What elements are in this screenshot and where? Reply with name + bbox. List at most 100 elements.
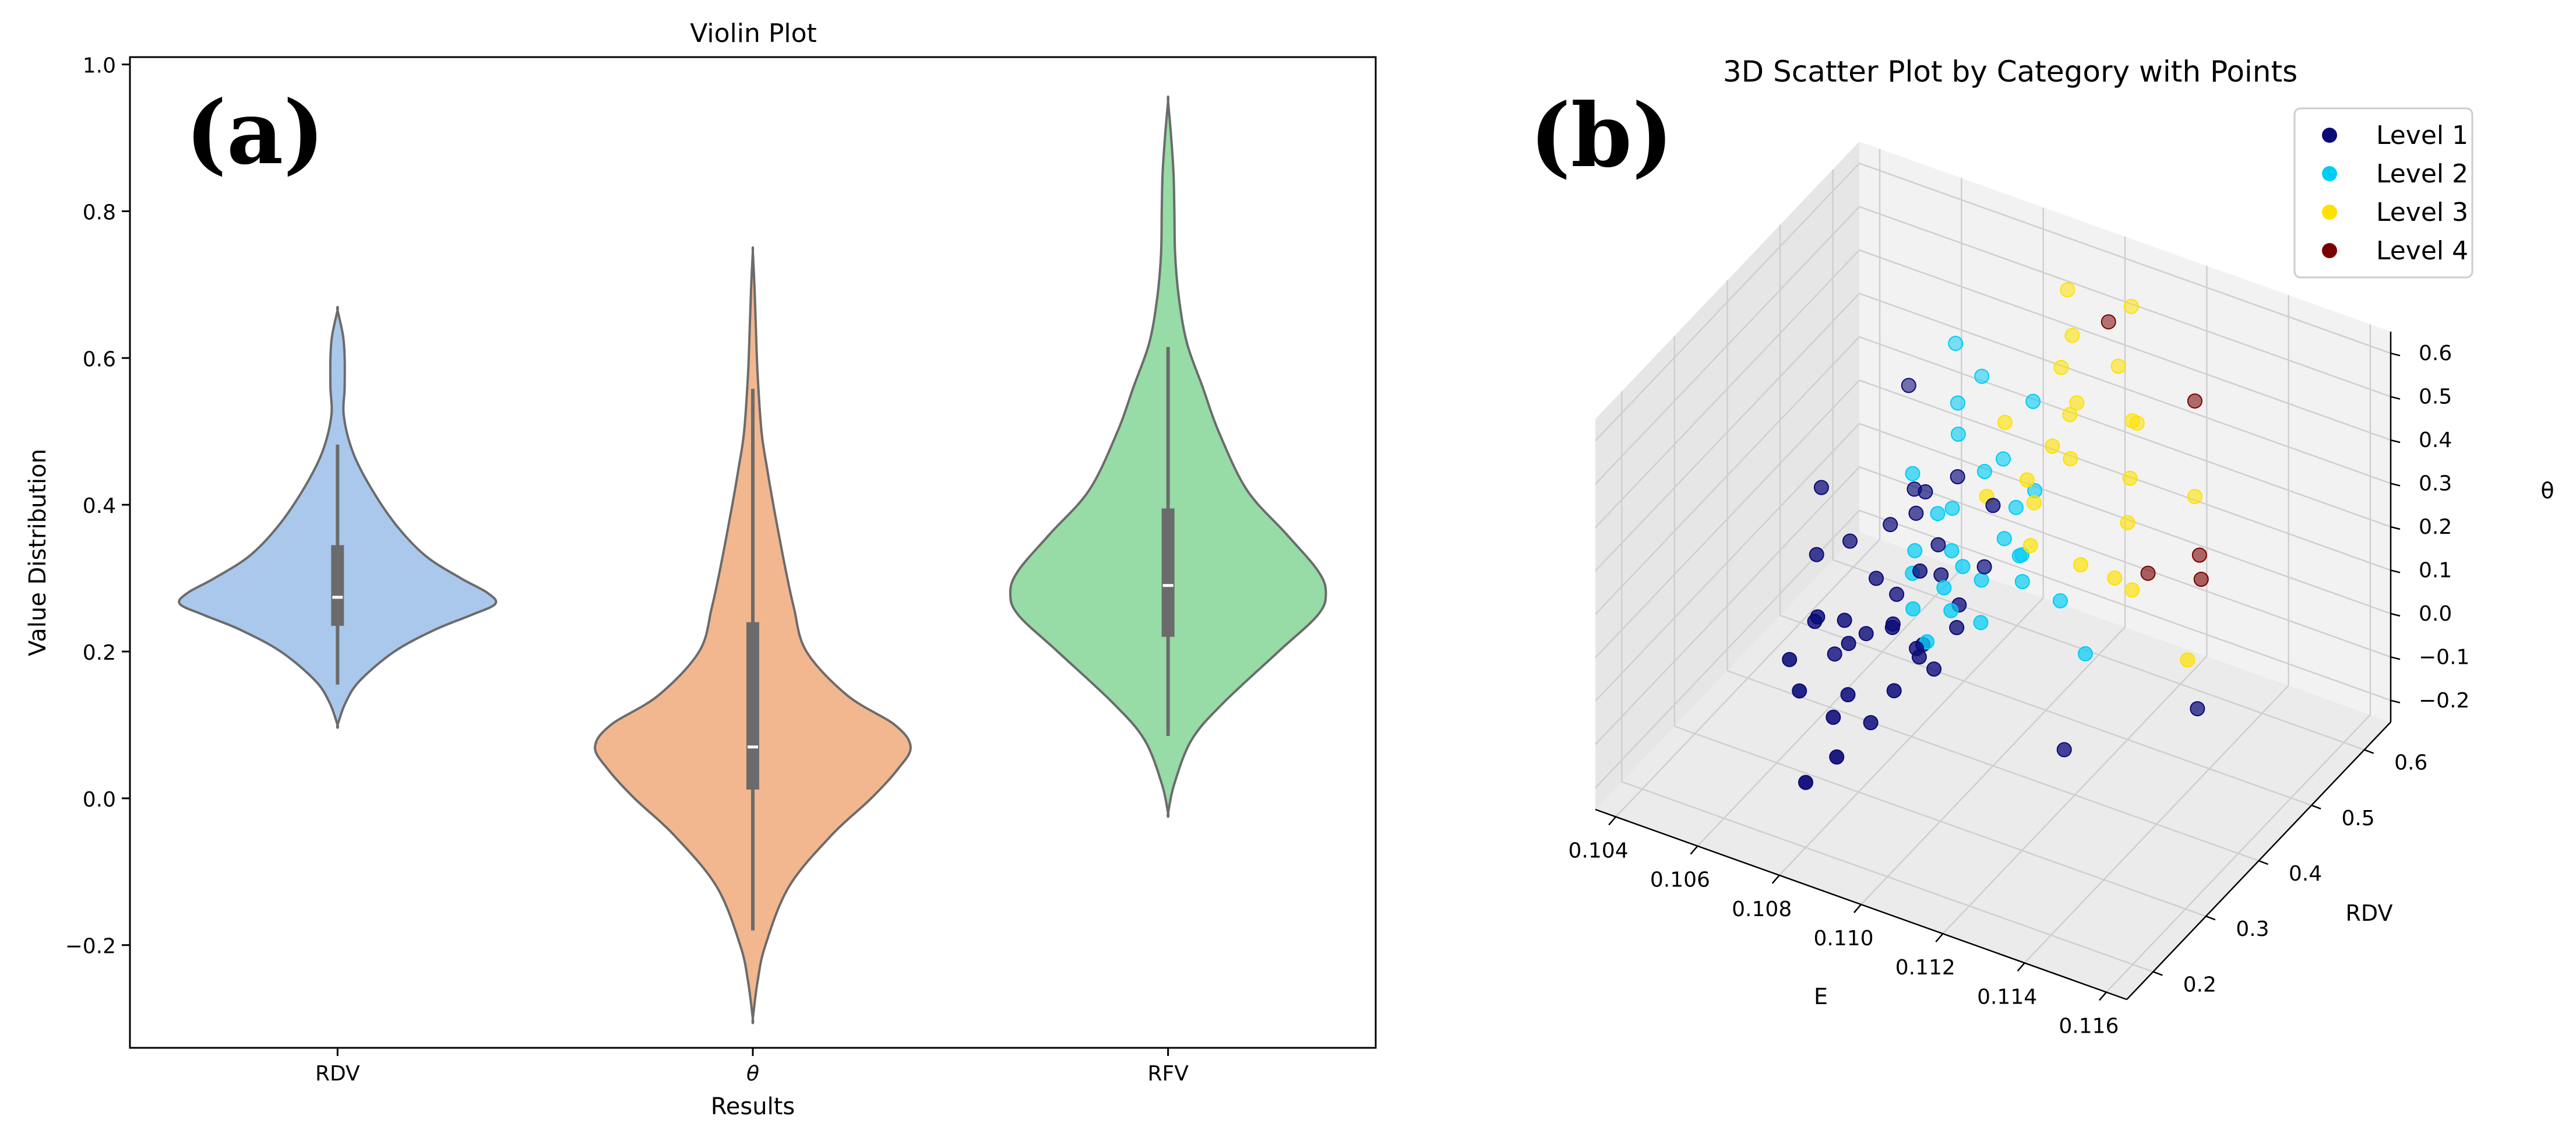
scatter-point-level-3: [2062, 407, 2078, 423]
z-tick-label: −0.1: [2419, 645, 2469, 669]
scatter-point-level-1: [1809, 547, 1824, 562]
scatter-point-level-3: [2069, 395, 2085, 411]
scatter3d-tick-labels: 0.104 0.106 0.108 0.110 0.112 0.114 0.116 0.2 0.…: [1569, 342, 2470, 1038]
x-tick-label: 0.108: [1732, 897, 1792, 921]
z-tick: [2390, 353, 2401, 357]
scatter-point-level-4: [2140, 565, 2156, 581]
scatter-point-level-1: [2190, 701, 2205, 717]
scatter-point-level-3: [2110, 358, 2126, 374]
grid-line: [1595, 423, 1860, 702]
scatter-point-level-1: [1782, 652, 1798, 667]
scatter-point-level-1: [1829, 749, 1845, 765]
z-tick-label: 0.2: [2419, 515, 2452, 539]
scatter-point-level-1: [1798, 775, 1813, 790]
scatter-point-level-2: [1950, 427, 1966, 442]
x-tick: [1771, 875, 1780, 884]
scatter-point-level-1: [1841, 636, 1856, 652]
scatter-point-level-3: [2073, 557, 2088, 572]
panel-b-label: (b): [1530, 85, 1673, 187]
violin-y-tick-label: 0.8: [83, 200, 116, 224]
scatter-point-level-1: [1842, 533, 1858, 549]
x-tick: [1853, 904, 1862, 913]
scatter3d-y-axis-label: RDV: [2346, 900, 2393, 926]
x-tick-label: 0.112: [1895, 956, 1955, 980]
scatter-point-level-2: [2053, 593, 2068, 608]
violin-title: Violin Plot: [690, 19, 817, 48]
z-tick-label: 0.6: [2419, 342, 2452, 365]
z-tick: [2390, 612, 2401, 617]
legend-label: Level 1: [2376, 121, 2468, 150]
scatter3d-chart: 3D Scatter Plot by Category with Points …: [1530, 55, 2554, 1038]
legend-marker: [2322, 243, 2337, 258]
scatter-point-level-1: [1976, 559, 1992, 575]
violin-iqr-box: [1161, 508, 1175, 637]
violin-y-tick-label: 1.0: [83, 54, 116, 78]
scatter-point-level-1: [1792, 683, 1807, 699]
x-tick-label: 0.110: [1813, 927, 1873, 951]
scatter-point-level-3: [2124, 413, 2140, 429]
scatter-point-level-1: [1810, 609, 1826, 625]
scatter-point-level-1: [1884, 619, 1900, 635]
y-tick: [2258, 860, 2268, 865]
y-tick-label: 0.5: [2341, 807, 2374, 830]
violin-x-axis: RDV θ RFV: [315, 1048, 1189, 1086]
x-tick: [2017, 962, 2025, 972]
scatter-point-level-3: [2120, 515, 2135, 530]
scatter-point-level-2: [1948, 336, 1964, 351]
grid-line: [1595, 379, 1860, 659]
grid-line: [1595, 293, 1860, 572]
legend-label: Level 3: [2376, 198, 2468, 227]
scatter-point-level-3: [2060, 282, 2075, 298]
legend-marker: [2322, 205, 2337, 220]
scatter-point-level-2: [1950, 395, 1965, 411]
violin-x-tick-label: θ: [746, 1062, 759, 1086]
scatter-point-level-1: [1911, 649, 1927, 665]
scatter-point-level-2: [2008, 499, 2024, 515]
scatter3d-title: 3D Scatter Plot by Category with Points: [1723, 55, 2297, 89]
z-tick-label: 0.0: [2419, 602, 2452, 626]
scatter-point-level-4: [2187, 393, 2203, 409]
scatter-point-level-1: [1827, 646, 1842, 662]
scatter-point-level-2: [1974, 572, 1989, 588]
grid-line: [1595, 206, 1860, 485]
scatter-point-level-1: [1826, 709, 1841, 725]
legend-label: Level 2: [2376, 159, 2468, 189]
grid-line: [1621, 781, 2154, 973]
scatter-point-level-1: [1813, 480, 1829, 495]
x-tick-label: 0.114: [1977, 985, 2037, 1009]
scatter-point-level-3: [2063, 451, 2078, 467]
grid-line: [1859, 293, 2391, 484]
violin-x-axis-label: Results: [711, 1093, 795, 1120]
violin-iqr-box: [746, 622, 759, 790]
scatter-point-level-2: [1974, 368, 1990, 384]
legend-marker: [2322, 166, 2337, 181]
z-tick: [2390, 656, 2401, 660]
violin-y-tick-label: 0.6: [83, 347, 116, 371]
y-tick: [2311, 804, 2321, 809]
scatter-point-level-3: [2180, 652, 2196, 668]
grid-line: [1595, 466, 1860, 745]
z-tick-label: 0.4: [2419, 428, 2452, 452]
x-tick: [1608, 816, 1617, 826]
scatter3d-legend: Level 1 Level 2 Level 3 Level 4: [2293, 107, 2473, 279]
z-tick: [2390, 526, 2401, 530]
scatter-point-level-2: [1973, 615, 1989, 631]
z-tick: [2390, 396, 2401, 400]
scatter3d-points: [1782, 282, 2209, 790]
scatter-point-level-2: [1930, 506, 1946, 522]
legend-marker: [2322, 128, 2337, 143]
legend-box: [2293, 107, 2473, 279]
grid-line: [1595, 336, 1860, 615]
scatter-point-level-3: [2045, 438, 2060, 454]
grid-line: [1727, 670, 2259, 862]
violin-iqr-box: [331, 545, 344, 626]
x-tick-label: 0.106: [1650, 868, 1710, 892]
z-tick-label: 0.1: [2419, 558, 2452, 582]
x-tick: [2098, 991, 2107, 1001]
scatter-point-level-2: [1907, 543, 1923, 558]
y-tick: [2152, 971, 2163, 976]
y-tick-label: 0.2: [2183, 973, 2216, 997]
scatter-point-level-3: [2124, 582, 2140, 598]
scatter-point-level-1: [1837, 612, 1852, 628]
scatter-point-level-1: [1883, 517, 1898, 533]
